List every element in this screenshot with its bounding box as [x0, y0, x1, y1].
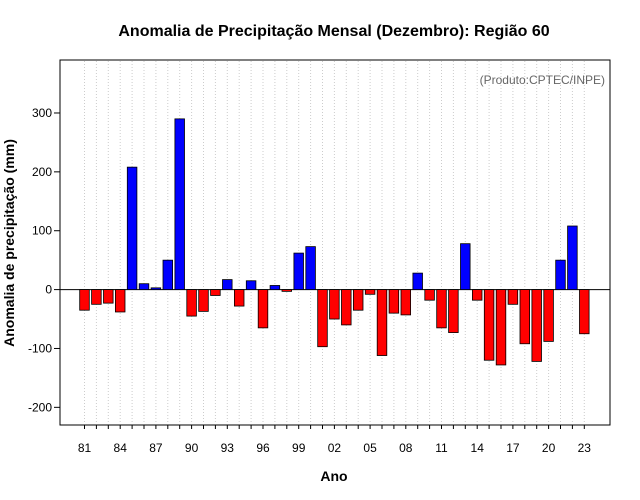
bar-1996 — [257, 289, 269, 329]
y-tick-label: -200 — [28, 400, 52, 414]
x-tick-label: 99 — [292, 441, 306, 455]
bar-1990 — [186, 289, 197, 317]
bar-2011 — [436, 289, 447, 329]
y-tick-label: 0 — [45, 283, 52, 297]
bar-2012 — [448, 289, 459, 333]
x-tick-label: 17 — [506, 441, 520, 455]
bar-1988 — [162, 259, 174, 290]
bar-2009 — [412, 272, 423, 290]
bar-2023 — [579, 289, 590, 335]
bar-2002 — [329, 289, 340, 320]
bar-1998 — [281, 289, 293, 292]
bars — [79, 118, 590, 366]
y-tick-label: 300 — [32, 106, 52, 120]
x-tick-label: 87 — [149, 441, 163, 455]
bar-2001 — [317, 289, 328, 348]
x-tick-label: 96 — [256, 441, 270, 455]
bar-1997 — [269, 285, 281, 290]
x-tick-label: 11 — [435, 441, 448, 455]
x-tick-label: 84 — [114, 441, 128, 455]
x-tick-label: 02 — [328, 441, 342, 455]
bar-2005 — [364, 289, 376, 295]
bar-1984 — [115, 289, 126, 313]
x-axis-title: Ano — [320, 468, 347, 484]
x-axis: 81 84 87 90 93 96 99 02 05 08 11 14 17 20 23 — [78, 425, 591, 455]
bar-2000 — [305, 246, 316, 290]
bar-2014 — [471, 289, 483, 301]
bar-1986 — [138, 283, 150, 290]
y-axis-title: Anomalia de precipitação (mm) — [1, 139, 17, 347]
y-tick-label: -100 — [28, 341, 52, 355]
bar-2017 — [507, 289, 519, 305]
grid-lines — [84, 61, 585, 424]
bar-2019 — [531, 289, 542, 362]
bar-2006 — [376, 289, 388, 356]
y-tick-label: 200 — [32, 165, 52, 179]
x-tick-label: 05 — [363, 441, 377, 455]
bar-2015 — [483, 289, 495, 361]
bar-1991 — [198, 289, 209, 312]
bar-2022 — [567, 225, 578, 290]
bar-1999 — [293, 252, 304, 290]
bar-2021 — [555, 259, 566, 290]
y-axis: -200 -100 0 100 200 300 — [28, 106, 60, 414]
x-tick-label: 90 — [185, 441, 199, 455]
bar-2013 — [460, 243, 471, 290]
chart-title: Anomalia de Precipitação Mensal (Dezembr… — [118, 23, 549, 40]
bar-2010 — [424, 289, 435, 301]
bar-1989 — [174, 118, 185, 290]
x-tick-label: 93 — [221, 441, 235, 455]
x-tick-label: 81 — [78, 441, 92, 455]
x-tick-label: 23 — [578, 441, 592, 455]
bar-1982 — [91, 289, 102, 305]
bar-1987 — [150, 287, 162, 290]
bar-2004 — [352, 289, 364, 311]
product-annotation: (Produto:CPTEC/INPE) — [480, 73, 605, 87]
x-tick-label: 08 — [399, 441, 413, 455]
bar-1992 — [210, 289, 221, 296]
x-tick-label: 14 — [471, 441, 485, 455]
bar-2007 — [388, 289, 400, 314]
bar-2016 — [495, 289, 507, 366]
bar-1983 — [103, 289, 114, 304]
bar-2018 — [519, 289, 531, 345]
y-tick-label: 100 — [32, 224, 52, 238]
bar-1981 — [79, 289, 90, 311]
bar-1993 — [222, 279, 233, 290]
bar-1995 — [245, 280, 257, 290]
bar-2008 — [400, 289, 412, 316]
bar-1985 — [126, 166, 138, 290]
x-tick-label: 20 — [542, 441, 556, 455]
bar-1994 — [233, 289, 245, 307]
plot-frame — [59, 59, 611, 426]
bar-2020 — [543, 289, 554, 342]
bar-2003 — [341, 289, 352, 326]
